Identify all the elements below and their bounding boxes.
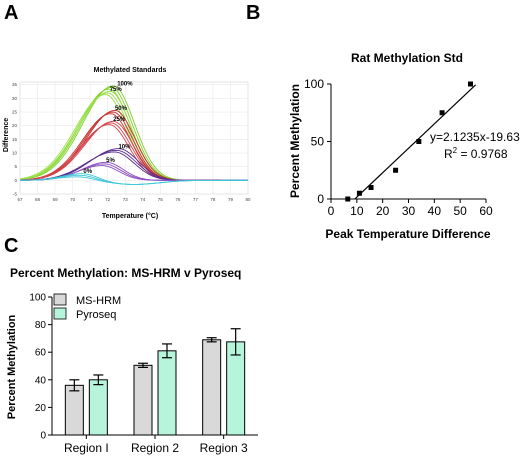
panel-c-y-tick-label: 20	[35, 403, 47, 414]
panel-c-y-ticks: 0 20 40 60 80 100	[29, 293, 52, 442]
legend-label-ms-hrm: MS-HRM	[76, 295, 121, 307]
panel-a-x-tick-label: 72	[105, 197, 111, 202]
panel-c-bar	[133, 364, 153, 436]
panel-c-y-tick-label: 80	[35, 320, 47, 331]
panel-b-point	[439, 110, 445, 116]
panel-a-y-tick-label: 20	[12, 123, 18, 128]
panel-b-point	[416, 139, 422, 144]
panel-c-category-label: Region 2	[131, 441, 179, 455]
panel-c-ylabel: Percent Methylation	[6, 314, 18, 419]
panel-a-y-tick-label: 10	[12, 151, 18, 156]
panel-b-y-tick-label: 100	[304, 77, 324, 91]
panel-a-y-tick-label: 15	[12, 137, 18, 142]
panel-a-x-ticks: 67 68 69 70 71 72 73 74 75 76 77 78 79 80	[17, 197, 251, 202]
panel-b-x-tick-label: 50	[453, 204, 467, 218]
panel-c-category-label: Region I	[64, 441, 109, 455]
panel-a-title: Methylated Standards	[94, 67, 167, 74]
panel-a-curve-6	[20, 173, 248, 185]
panel-b-ylabel: Percent Methylation	[288, 84, 302, 198]
panel-c-legend: MS-HRM Pyroseq	[53, 293, 121, 321]
panel-a-y-tick-label: 30	[12, 96, 18, 101]
panel-b-points	[345, 81, 473, 202]
panel-a-x-tick-label: 69	[53, 197, 59, 202]
panel-b-x-ticks: 0 10 20 30 40 50 60	[328, 199, 493, 218]
legend-label-pyroseq: Pyroseq	[76, 309, 116, 321]
panel-c-y-tick-label: 40	[35, 375, 47, 386]
panel-b-point	[356, 190, 362, 196]
panel-b-point	[345, 196, 351, 202]
panel-c-category-labels: Region I Region 2 Region 3	[64, 435, 248, 455]
panel-b-point	[468, 81, 473, 87]
panel-a-y-tick-label: 5	[14, 164, 17, 169]
panel-c-bar	[157, 350, 177, 436]
panel-b-y-ticks: 0 50 100	[304, 77, 331, 206]
panel-b-title: Rat Methylation Std	[351, 51, 463, 65]
panel-b-regression-line	[354, 84, 477, 200]
panel-c-bar	[226, 341, 246, 436]
panel-c-bars	[64, 328, 246, 436]
panel-a-y-tick-label: 35	[12, 82, 18, 87]
panel-a-x-tick-label: 74	[140, 197, 146, 202]
panel-a-curve-label: 100%	[117, 81, 133, 87]
panel-c-y-tick-label: 0	[40, 431, 46, 442]
panel-a-x-tick-label: 67	[17, 197, 23, 202]
panel-c-bar	[202, 339, 222, 436]
panel-a-curve-label: 0%	[83, 169, 92, 175]
panel-a-y-tick-label: -5	[13, 192, 17, 197]
panel-b-x-tick-label: 0	[328, 204, 335, 218]
panel-a-x-tick-label: 75	[158, 197, 164, 202]
panel-a-xlabel: Temperature (°C)	[102, 212, 158, 220]
panel-b-x-tick-label: 10	[350, 204, 364, 218]
panel-a-curves	[19, 85, 248, 185]
panel-b-point	[393, 167, 399, 173]
panel-b-x-tick-label: 30	[402, 204, 416, 218]
panel-letter-a: A	[4, 2, 18, 24]
panel-c-y-tick-label: 60	[35, 348, 47, 359]
panel-b-x-tick-label: 60	[479, 204, 493, 218]
panel-b-y-tick-label: 50	[311, 135, 325, 149]
panel-a-x-tick-label: 79	[228, 197, 234, 202]
panel-c-category-label: Region 3	[200, 441, 248, 455]
panel-a-curve-labels: 100%75% 50% 25% 10% 5% 0%	[83, 81, 133, 174]
panel-a-x-tick-label: 70	[70, 197, 76, 202]
panel-a-x-tick-label: 76	[175, 197, 181, 202]
panel-letter-c: C	[4, 235, 18, 257]
panel-a-y-ticks: 35 30 25 20 15 10 5 0 -5	[12, 82, 18, 196]
panel-b-y-tick-label: 0	[317, 192, 324, 206]
panel-b-x-tick-label: 20	[376, 204, 390, 218]
panel-b-xlabel: Peak Temperature Difference	[325, 227, 491, 241]
panel-c-y-tick-label: 100	[29, 293, 46, 304]
panel-a-x-tick-label: 71	[88, 197, 94, 202]
panel-c-bar	[64, 384, 84, 436]
panel-a-curve-label: 10%	[118, 144, 131, 150]
panel-a-x-tick-label: 80	[245, 197, 251, 202]
panel-a-ylabel: Difference	[3, 118, 10, 152]
panel-letter-b: B	[246, 2, 260, 24]
panel-c-bar-chart: Percent Methylation: MS-HRM v Pyroseq Pe…	[6, 266, 258, 455]
panel-b-equation: y=2.1235x-19.63	[430, 130, 520, 144]
panel-a-x-tick-label: 77	[193, 197, 199, 202]
panel-a-curve-label: 50%	[115, 106, 128, 112]
panel-a-y-tick-label: 25	[12, 110, 18, 115]
legend-swatch-ms-hrm	[53, 293, 67, 306]
panel-a-curve-label: 5%	[106, 158, 115, 164]
panel-a-x-tick-label: 68	[35, 197, 41, 202]
panel-a-x-tick-label: 78	[210, 197, 216, 202]
panel-a-x-tick-label: 73	[123, 197, 129, 202]
panel-a-melt-curve-chart: Methylated Standards Difference Temperat…	[3, 67, 251, 220]
panel-b-point	[368, 185, 374, 190]
panel-c-title: Percent Methylation: MS-HRM v Pyroseq	[10, 266, 241, 280]
panel-a-curve-label: 25%	[113, 117, 126, 123]
panel-b-x-tick-label: 40	[428, 204, 442, 218]
panel-a-curve-label: 75%	[110, 87, 123, 93]
panel-b-r2: R2 = 0.9768	[444, 146, 508, 161]
panel-a-y-tick-label: 0	[14, 178, 17, 183]
panel-b-scatter-chart: Rat Methylation Std Percent Methylation …	[288, 51, 520, 241]
panel-c-bar	[88, 379, 108, 436]
legend-swatch-pyroseq	[53, 307, 67, 320]
